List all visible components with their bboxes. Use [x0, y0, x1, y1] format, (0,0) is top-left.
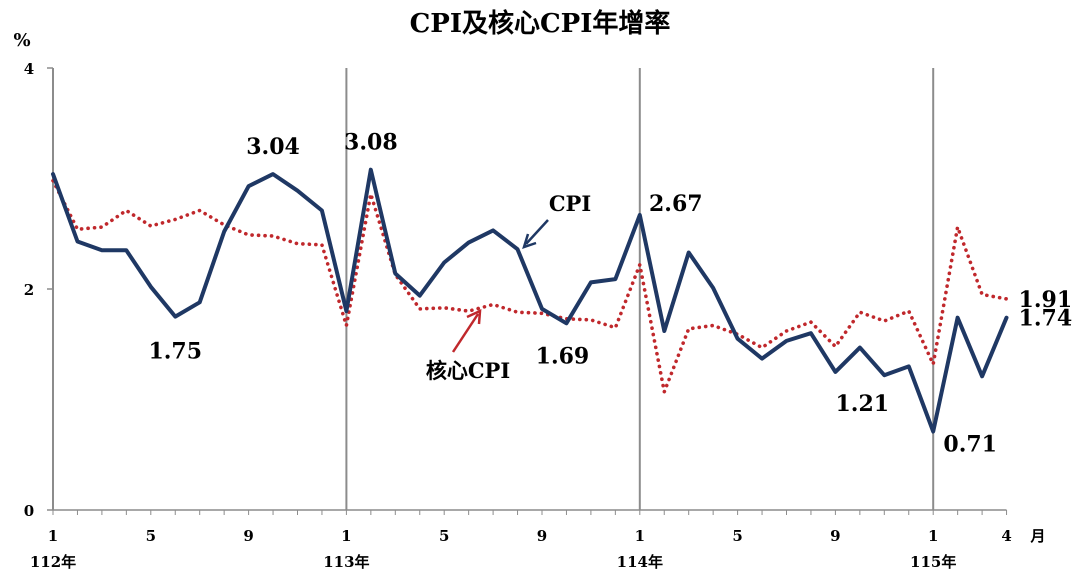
y-tick-label: 0 [24, 502, 34, 520]
x-tick-label: 1 [341, 527, 351, 545]
x-tick-label: 9 [537, 527, 547, 545]
series-label-cpi: CPI [549, 191, 591, 216]
data-label: 0.71 [943, 432, 997, 458]
year-label: 112年 [30, 553, 76, 571]
data-label: 3.04 [246, 134, 300, 160]
data-label: 3.08 [344, 130, 398, 156]
y-tick-label: 2 [24, 281, 34, 299]
x-axis-unit: 月 [1029, 527, 1045, 545]
series-line [51, 167, 1009, 434]
series-labels: CPI 核心CPI [426, 191, 591, 383]
data-label: 1.74 [1019, 306, 1073, 332]
year-separator-lines [345, 68, 935, 510]
x-tick-label: 1 [928, 527, 938, 545]
cpi-arrow-line [525, 219, 549, 245]
core-cpi-arrow-line [451, 313, 480, 353]
year-label: 113年 [323, 553, 369, 571]
data-label: 1.21 [836, 391, 890, 417]
tick-labels: 0 2 4 1 5 9 1 5 9 1 5 9 1 4 112年 113年 114年 115年 [24, 60, 1012, 571]
year-label: 114年 [617, 553, 663, 571]
x-tick-label: 5 [732, 527, 742, 545]
series-lines [51, 167, 1009, 434]
data-labels: 3.04 1.75 3.08 1.69 2.67 1.21 0.71 1.741.91 [148, 130, 1072, 458]
x-tick-label: 9 [830, 527, 840, 545]
data-label: 1.69 [536, 343, 590, 369]
x-tick-label: 1 [635, 527, 645, 545]
data-label: 1.75 [148, 339, 202, 365]
x-tick-label: 1 [48, 527, 58, 545]
series-label-core-cpi: 核心CPI [426, 358, 510, 383]
x-tick-label: 9 [243, 527, 253, 545]
core-cpi-arrowhead [466, 308, 482, 325]
data-label: 1.91 [1019, 287, 1073, 313]
x-tick-label: 5 [439, 527, 449, 545]
cpi-arrowhead [522, 233, 537, 249]
x-tick-label: 4 [1001, 527, 1011, 545]
chart-title: CPI及核心CPI年增率 [410, 8, 671, 39]
y-axis-unit: % [13, 30, 30, 51]
series-line [51, 178, 1009, 394]
axes [47, 67, 1008, 515]
year-label: 115年 [910, 553, 956, 571]
y-tick-label: 4 [24, 60, 34, 78]
x-tick-label: 5 [146, 527, 156, 545]
data-label: 2.67 [649, 191, 703, 217]
